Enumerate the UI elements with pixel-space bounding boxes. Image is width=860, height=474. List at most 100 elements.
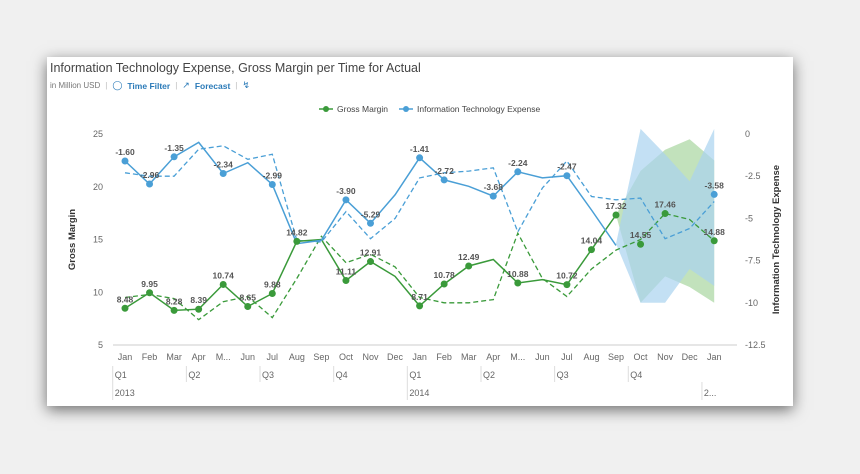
gross-margin-point xyxy=(195,305,203,313)
it-expense-data-label: -2.47 xyxy=(557,162,577,172)
x-axis-tick: Dec xyxy=(682,352,699,362)
right-axis-title: Information Technology Expense xyxy=(771,165,782,314)
gross-margin-point xyxy=(587,246,595,254)
gross-margin-data-label: 8.65 xyxy=(239,292,256,302)
forecast-button[interactable]: Forecast xyxy=(194,80,231,91)
x-axis-tick: Nov xyxy=(362,352,379,362)
it-expense-point xyxy=(121,157,129,165)
gross-margin-data-label: 10.88 xyxy=(507,269,529,279)
x-axis-tick: Oct xyxy=(339,352,354,362)
x-axis-tick: Jan xyxy=(707,352,722,362)
it-expense-point xyxy=(489,192,497,200)
left-axis-tick: 20 xyxy=(93,182,103,192)
it-expense-point xyxy=(219,169,227,177)
legend-it-expense-marker xyxy=(403,106,409,112)
gross-margin-point xyxy=(514,279,522,287)
it-expense-forecast-label: -3.58 xyxy=(705,180,725,190)
it-expense-point xyxy=(367,219,374,227)
x-axis-tick: Feb xyxy=(142,352,158,362)
gross-margin-point xyxy=(465,262,473,270)
it-expense-data-label: -1.60 xyxy=(115,147,135,157)
divider: | xyxy=(235,81,238,90)
gross-margin-forecast-point xyxy=(710,237,718,245)
quarter-label: Q3 xyxy=(262,370,274,380)
gross-margin-point xyxy=(293,237,301,245)
right-axis-tick: -12.5 xyxy=(745,340,766,350)
gross-margin-point xyxy=(440,280,448,288)
filter-icon[interactable]: ◯ xyxy=(112,80,123,90)
gross-margin-point xyxy=(219,280,227,288)
it-expense-data-label: -2.96 xyxy=(140,170,160,180)
it-expense-point xyxy=(146,180,154,188)
forecast-icon[interactable]: ↗ xyxy=(182,80,190,90)
quarter-label: Q2 xyxy=(188,370,200,380)
it-expense-point xyxy=(416,154,424,162)
gross-margin-point xyxy=(268,290,276,298)
it-expense-data-label: -5.29 xyxy=(361,209,381,219)
gross-margin-point xyxy=(170,306,178,314)
gross-margin-data-label: 10.74 xyxy=(213,270,235,280)
gross-margin-data-label: 8.71 xyxy=(411,292,428,302)
gross-margin-data-label: 8.28 xyxy=(166,296,183,306)
gross-margin-data-label: 9.95 xyxy=(141,279,158,289)
it-expense-actual-line xyxy=(124,141,617,246)
gross-margin-data-label: 11.11 xyxy=(336,267,357,277)
gross-margin-data-label: 12.49 xyxy=(458,252,480,262)
gross-margin-point xyxy=(342,277,350,285)
legend-it-expense-label: Information Technology Expense xyxy=(417,104,540,114)
gross-margin-data-label: 8.39 xyxy=(190,295,207,305)
gross-margin-data-label: 14.82 xyxy=(286,227,308,237)
gross-margin-data-label: 17.32 xyxy=(605,201,627,211)
trend-icon[interactable]: ↯ xyxy=(242,80,250,90)
x-axis-tick: Apr xyxy=(192,352,206,362)
it-expense-data-label: -2.34 xyxy=(214,159,234,169)
quarter-label: Q3 xyxy=(557,370,569,380)
x-axis-tick: Mar xyxy=(166,352,182,362)
x-axis-tick: Nov xyxy=(657,352,674,362)
gross-margin-forecast-label: 17.46 xyxy=(654,200,676,210)
x-axis-tick: Apr xyxy=(486,352,500,362)
legend-gross-margin-label: Gross Margin xyxy=(337,104,388,114)
divider: | xyxy=(105,81,108,90)
left-axis-tick: 25 xyxy=(93,129,103,139)
divider: | xyxy=(175,81,178,90)
x-axis-tick: Oct xyxy=(634,352,649,362)
it-expense-data-label: -1.35 xyxy=(164,143,184,153)
it-expense-point xyxy=(440,176,448,184)
x-axis-tick: M... xyxy=(510,352,525,362)
gross-margin-data-label: 10.78 xyxy=(434,270,456,280)
x-axis-tick: Feb xyxy=(436,352,452,362)
quarter-label: Q4 xyxy=(630,370,642,380)
it-expense-data-label: -2.99 xyxy=(263,170,283,180)
chart-title: Information Technology Expense, Gross Ma… xyxy=(50,61,421,75)
gross-margin-point xyxy=(244,302,252,310)
year-label: 2013 xyxy=(115,388,135,398)
gross-margin-forecast-point xyxy=(661,210,669,218)
x-axis-tick: Aug xyxy=(583,352,599,362)
gross-margin-forecast-point xyxy=(637,240,645,248)
quarter-label: Q4 xyxy=(336,370,348,380)
x-axis-tick: Jun xyxy=(240,352,255,362)
gross-margin-point xyxy=(416,302,424,310)
x-axis-tick: Sep xyxy=(608,352,624,362)
x-axis-tick: Jun xyxy=(535,352,550,362)
gross-margin-forecast-label: 14.88 xyxy=(704,227,726,237)
gross-margin-point xyxy=(563,281,571,289)
it-expense-point xyxy=(563,172,571,180)
time-filter-button[interactable]: Time Filter xyxy=(127,80,171,91)
gross-margin-point xyxy=(146,289,154,297)
chart-card: Information Technology Expense, Gross Ma… xyxy=(47,57,793,406)
gross-margin-data-label: 10.72 xyxy=(556,271,578,281)
it-expense-point xyxy=(514,168,522,176)
it-expense-data-label: -2.24 xyxy=(508,158,528,168)
gross-margin-data-label: 8.48 xyxy=(117,294,134,304)
it-expense-forecast-point xyxy=(710,190,718,198)
right-axis-tick: 0 xyxy=(745,129,750,139)
unit-label: in Million USD xyxy=(50,81,101,90)
x-axis-tick: Mar xyxy=(461,352,477,362)
left-axis-tick: 10 xyxy=(93,287,103,297)
gross-margin-point xyxy=(121,304,129,312)
left-axis-tick: 5 xyxy=(98,340,103,350)
quarter-label: Q2 xyxy=(483,370,495,380)
gross-margin-data-label: 14.04 xyxy=(581,236,603,246)
